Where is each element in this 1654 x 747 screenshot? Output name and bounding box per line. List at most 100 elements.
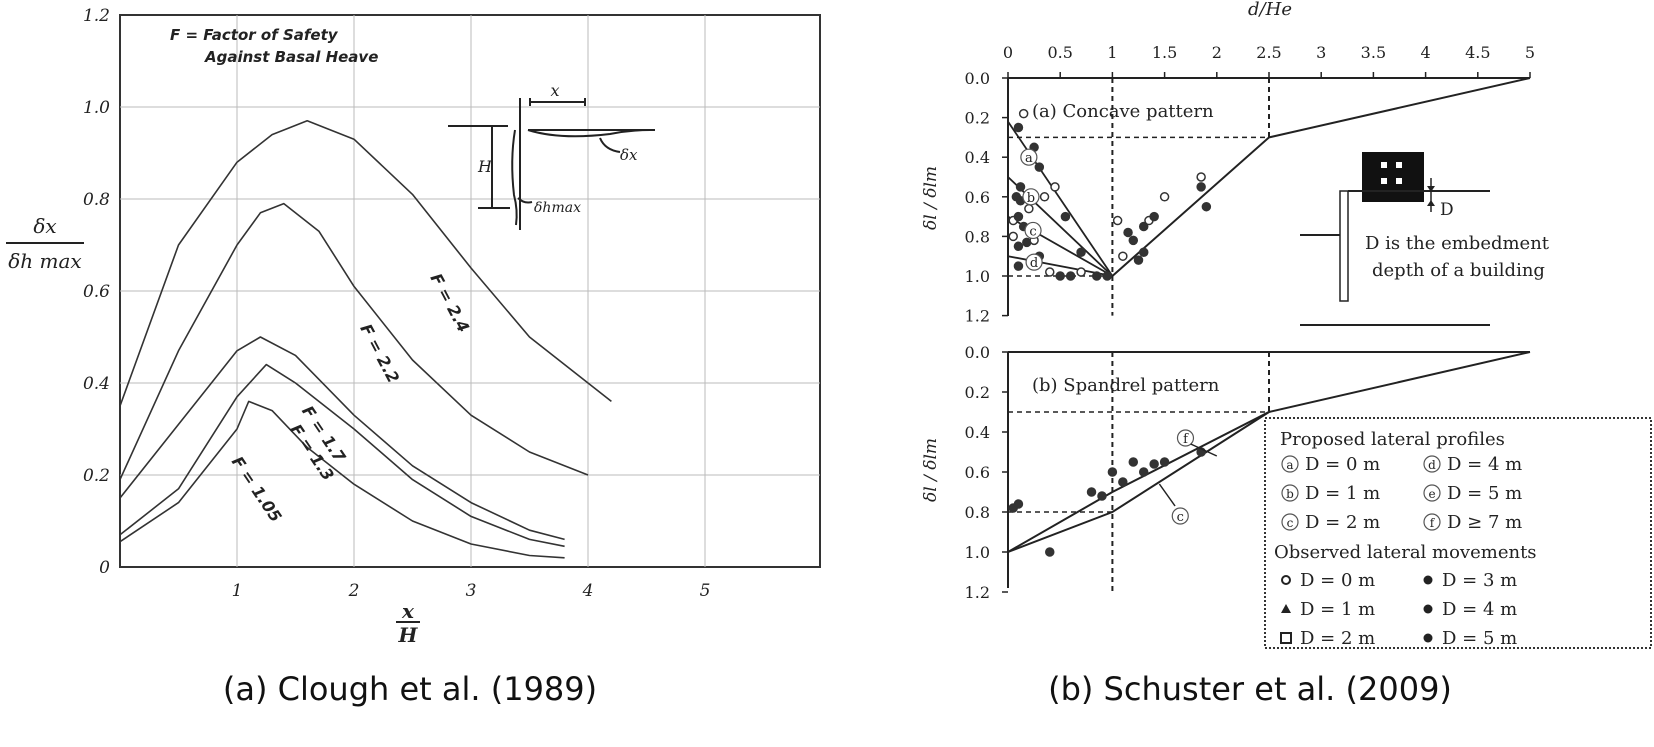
observed-point-concave <box>1013 241 1024 252</box>
observed-point-spandrel <box>1149 459 1159 469</box>
observed-point-concave <box>1013 122 1024 133</box>
schuster-y-tick-label-b: 1.0 <box>965 543 990 562</box>
legend-proposed-marker <box>1281 484 1299 502</box>
observed-point-concave <box>1112 215 1123 226</box>
legend-observed-marker <box>1423 633 1433 643</box>
concave-envelope <box>1111 77 1531 277</box>
observed-point-concave <box>1008 231 1018 242</box>
schuster-y-tick-label-a: 0.4 <box>965 148 990 167</box>
observed-point-spandrel <box>1107 467 1118 477</box>
legend-observed-marker <box>1281 604 1291 613</box>
spandrel-marker-circle <box>1171 507 1189 525</box>
clough-grid <box>120 15 820 567</box>
clough-y-tick-label: 0 <box>99 558 110 578</box>
clough-inset-schematic <box>448 98 655 230</box>
spandrel-arrow-c <box>1158 483 1176 507</box>
clough-curve-1 <box>119 120 612 407</box>
legend-proposed-tag: c <box>1287 516 1294 530</box>
profile-marker-circle <box>1024 221 1042 240</box>
observed-point-concave <box>1118 251 1128 261</box>
legend-proposed-text: D = 5 m <box>1447 483 1522 504</box>
observed-point-concave <box>1039 192 1050 202</box>
legend-proposed-marker <box>1423 455 1441 473</box>
clough-x-tick-label: 2 <box>348 581 360 601</box>
schuster-top-x-tick-label: 1.5 <box>1152 43 1177 62</box>
clough-curve-2 <box>119 202 589 480</box>
observed-point-concave <box>1133 255 1144 265</box>
observed-point-spandrel <box>1097 491 1107 501</box>
schuster-y-tick-label-a: 1.0 <box>965 267 990 286</box>
clough-curve-4 <box>119 363 565 548</box>
clough-curve-3 <box>119 336 565 541</box>
profile-marker-label: b <box>1027 191 1035 206</box>
schuster-caption: (b) Schuster et al. (2009) <box>1048 670 1452 708</box>
building-schematic <box>1300 152 1490 326</box>
legend-proposed-text: D = 0 m <box>1305 454 1380 475</box>
observed-point-concave <box>1045 267 1055 277</box>
clough-inset-dhmax: δhmax <box>534 200 581 216</box>
legend-proposed-tag: f <box>1430 516 1436 530</box>
legend-proposed-items: a D = 0 m d D = 4 m b D = 1 m e D = 5 m c D = 2 m… <box>1281 454 1522 533</box>
schuster-top-x-tick-label: 4 <box>1421 43 1431 62</box>
clough-legend-line1: F = Factor of Safety <box>170 26 339 44</box>
schuster-y-ticks-b: 0.0 0.2 0.4 0.6 0.8 1.0 1.2 <box>965 343 1008 602</box>
schuster-chart: d/He 0 0.5 1 1.5 2 2.5 3 3.5 4 4.5 5 0.00.20.40.60… <box>921 0 1652 708</box>
concave-profile-a <box>1007 121 1114 277</box>
observed-point-spandrel <box>1159 457 1170 467</box>
legend-proposed-text: D = 4 m <box>1447 454 1522 475</box>
schuster-y-tick-label-a: 0.0 <box>965 69 990 88</box>
clough-y-tick-label: 0.4 <box>83 374 110 394</box>
clough-ylabel-num: δx <box>33 214 56 238</box>
schuster-top-x-tick-label: 0.5 <box>1047 43 1072 62</box>
observed-point-concave <box>1060 211 1071 222</box>
schuster-top-x-tick-label: 3 <box>1316 43 1326 62</box>
schuster-y-tick-label-b: 0.6 <box>965 463 990 482</box>
clough-legend-line2: Against Basal Heave <box>204 48 378 66</box>
observed-point-concave <box>1076 267 1086 277</box>
embedment-note-line2: depth of a building <box>1372 260 1545 281</box>
clough-x-ticks: 1 2 3 4 5 <box>232 581 711 601</box>
schuster-ylabel-a: δl / δlm <box>921 166 941 230</box>
profile-marker-label: a <box>1025 151 1033 166</box>
observed-point-concave <box>1149 211 1159 222</box>
observed-point-spandrel <box>1045 547 1055 557</box>
observed-point-concave <box>1055 271 1065 281</box>
clough-y-tick-label: 0.2 <box>83 466 110 486</box>
legend-proposed-marker <box>1281 513 1299 531</box>
observed-point-concave <box>1201 201 1212 212</box>
observed-point-spandrel <box>1118 477 1128 487</box>
observed-point-spandrel <box>1013 499 1024 509</box>
clough-x-tick-label: 5 <box>700 581 711 601</box>
legend-proposed-marker <box>1423 513 1441 531</box>
spandrel-profile-c <box>1007 411 1270 553</box>
observed-point-concave <box>1128 235 1139 246</box>
clough-curve-5 <box>119 400 565 559</box>
observed-point-concave <box>1196 172 1206 182</box>
spandrel-marker-label: c <box>1177 510 1184 525</box>
profile-marker-label: c <box>1029 224 1036 239</box>
spandrel-marker-label: f <box>1183 432 1189 447</box>
schuster-ylabel-b: δl / δlm <box>921 438 941 502</box>
legend-proposed-text: D = 2 m <box>1305 512 1380 533</box>
spandrel-profile-f <box>1007 351 1531 553</box>
legend-observed-marker <box>1423 575 1433 585</box>
observed-point-spandrel <box>1086 487 1097 497</box>
clough-inset-x: x <box>550 81 559 100</box>
clough-caption: (a) Clough et al. (1989) <box>223 670 597 708</box>
clough-y-tick-label: 0.6 <box>83 282 110 302</box>
legend-proposed-tag: e <box>1428 487 1435 501</box>
legend-proposed-text: D = 1 m <box>1305 483 1380 504</box>
schuster-top-x-tick-label: 1 <box>1107 43 1117 62</box>
schuster-top-x-tick-label: 3.5 <box>1361 43 1386 62</box>
clough-xlabel-num: x <box>401 599 415 623</box>
schuster-legend: Proposed lateral profiles a D = 0 m d D = 4… <box>1264 417 1652 649</box>
schuster-top-x-tick-label: 0 <box>1003 43 1013 62</box>
clough-y-tick-label: 0.8 <box>83 190 110 210</box>
schuster-y-tick-label-b: 0.0 <box>965 343 990 362</box>
schuster-y-tick-label-a: 0.6 <box>965 188 990 207</box>
observed-point-concave <box>1102 271 1112 281</box>
clough-x-tick-label: 3 <box>466 581 477 601</box>
observed-point-concave <box>1091 271 1102 281</box>
building-d-label: D <box>1440 200 1454 220</box>
legend-observed-items: D = 0 m D = 3 m D = 1 m D = 4 m D = 2 m D = 5… <box>1280 570 1517 649</box>
